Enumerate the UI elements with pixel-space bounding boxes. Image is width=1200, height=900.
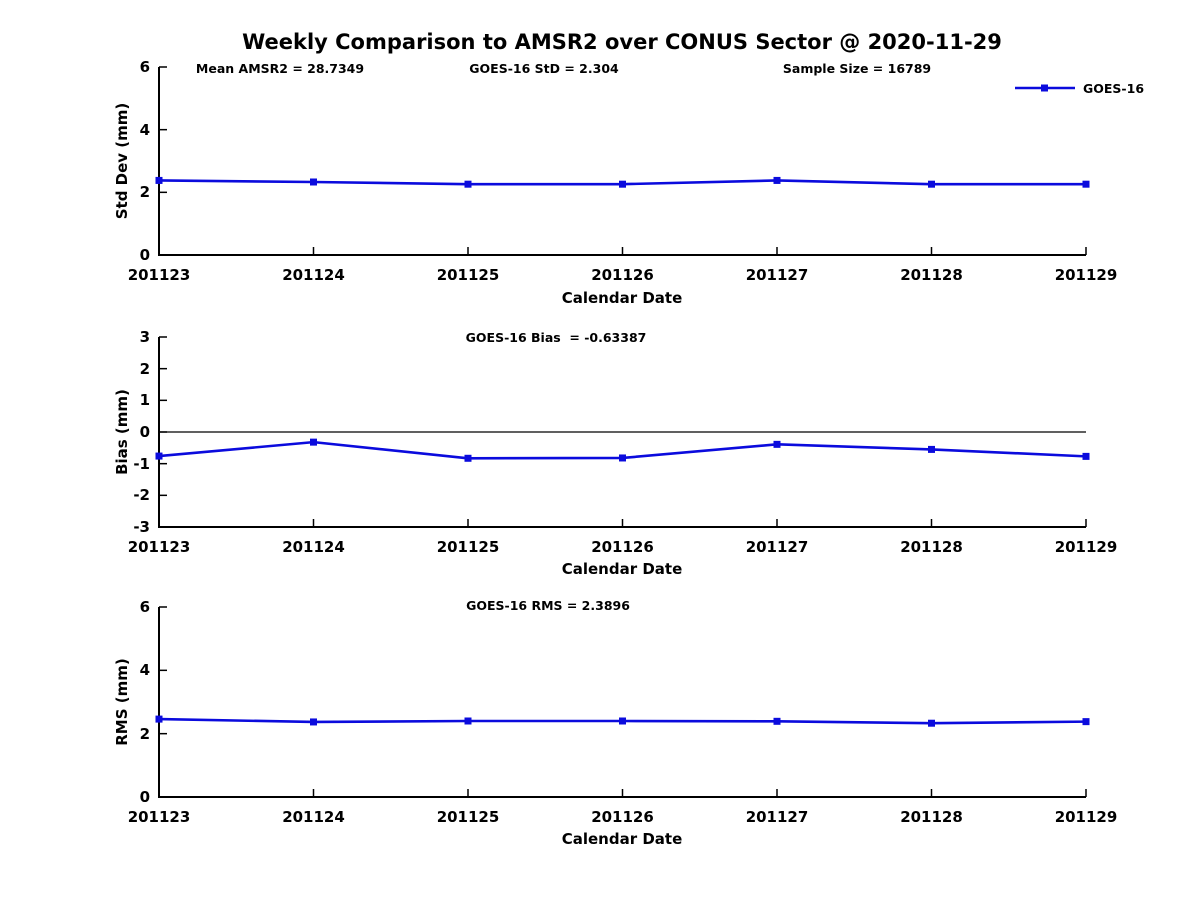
x-tick-label: 201126 <box>591 808 654 826</box>
y-tick-label: 4 <box>139 120 150 139</box>
x-tick-label: 201125 <box>436 266 500 284</box>
x-tick-label: 201123 <box>127 808 191 826</box>
stat-sample-size: Sample Size = 16789 <box>782 61 932 76</box>
stat-goes16-rms: GOES-16 RMS = 2.3896 <box>466 598 630 613</box>
y-tick-label: 2 <box>139 183 150 202</box>
x-axis-label-std: Calendar Date <box>561 289 683 307</box>
y-tick-label: -3 <box>133 518 150 536</box>
y-tick-label: -1 <box>133 454 150 473</box>
y-tick-label: 2 <box>139 359 150 378</box>
y-tick-label: 1 <box>139 391 150 410</box>
x-tick-label: 201128 <box>900 538 963 556</box>
legend: GOES-16 <box>1014 80 1144 96</box>
y-tick-label: 0 <box>139 423 150 441</box>
x-tick-label: 201127 <box>745 808 809 826</box>
y-tick-label: 2 <box>139 724 150 743</box>
x-tick-label: 201127 <box>745 266 809 284</box>
stat-goes16-std: GOES-16 StD = 2.304 <box>469 61 619 76</box>
chart-title: Weekly Comparison to AMSR2 over CONUS Se… <box>242 30 1002 54</box>
x-tick-label: 201127 <box>745 538 809 556</box>
legend-label: GOES-16 <box>1083 80 1145 96</box>
x-tick-label: 201126 <box>591 266 654 284</box>
x-tick-label: 201124 <box>282 808 345 826</box>
y-tick-label: 0 <box>139 788 150 806</box>
y-tick-label: 6 <box>139 598 150 616</box>
y-tick-label: 6 <box>139 58 150 76</box>
stat-mean-amsr2: Mean AMSR2 = 28.7349 <box>195 61 365 76</box>
x-tick-label: 201129 <box>1054 808 1118 826</box>
x-tick-label: 201125 <box>436 808 500 826</box>
x-tick-label: 201123 <box>127 266 191 284</box>
x-tick-label: 201128 <box>900 808 963 826</box>
y-tick-label: 3 <box>139 328 150 346</box>
x-tick-label: 201128 <box>900 266 963 284</box>
legend-line-icon <box>1015 84 1075 92</box>
x-tick-label: 201125 <box>436 538 500 556</box>
x-tick-label: 201129 <box>1054 538 1118 556</box>
x-tick-label: 201126 <box>591 538 654 556</box>
x-tick-label: 201124 <box>282 266 345 284</box>
y-tick-label: -2 <box>133 486 150 505</box>
x-axis-label-bias: Calendar Date <box>561 560 683 578</box>
stat-goes16-bias: GOES-16 Bias = -0.63387 <box>465 330 647 345</box>
x-tick-label: 201129 <box>1054 266 1118 284</box>
y-tick-label: 4 <box>139 661 150 680</box>
x-tick-label: 201124 <box>282 538 345 556</box>
x-tick-label: 201123 <box>127 538 191 556</box>
x-axis-label-rms: Calendar Date <box>561 830 683 848</box>
y-tick-label: 0 <box>139 246 150 264</box>
